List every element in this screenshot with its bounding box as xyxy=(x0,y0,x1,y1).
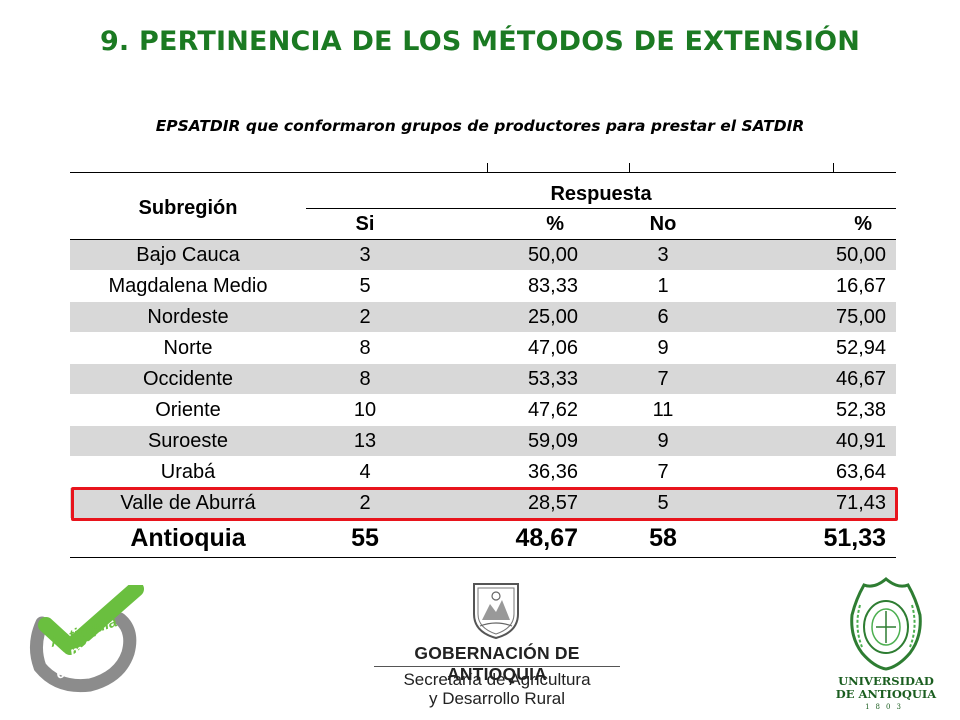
cell-pct-no: 63,64 xyxy=(738,456,897,488)
cell-subregion: Bajo Cauca xyxy=(70,239,306,271)
gobernacion-line2: y Desarrollo Rural xyxy=(428,689,566,708)
gobernacion-line1: Secretaría de Agricultura xyxy=(403,670,591,689)
cell-si: 2 xyxy=(306,487,424,519)
results-table: Subregión Respuesta Si % No % Bajo Cauca… xyxy=(70,178,897,558)
cell-pct-no: 46,67 xyxy=(738,363,897,395)
check-icon xyxy=(38,585,144,655)
cell-si: 10 xyxy=(306,394,424,426)
table-top-tick xyxy=(629,163,630,172)
total-si: 55 xyxy=(306,518,424,558)
table-row: Occidente 8 53,33 7 46,67 xyxy=(70,363,897,395)
cell-si: 4 xyxy=(306,456,424,488)
table-row: Magdalena Medio 5 83,33 1 16,67 xyxy=(70,270,897,302)
gobernacion-title: GOBERNACIÓN DE ANTIOQUIA xyxy=(414,643,580,684)
table-row: Suroeste 13 59,09 9 40,91 xyxy=(70,425,897,457)
total-no: 58 xyxy=(588,518,738,558)
cell-si: 8 xyxy=(306,363,424,395)
coat-of-arms-icon xyxy=(473,583,519,640)
header-no: No xyxy=(588,208,738,240)
total-name: Antioquia xyxy=(70,518,306,558)
cell-pct-si: 59,09 xyxy=(424,425,588,457)
table-top-rule xyxy=(70,172,896,173)
table-row-highlighted: Valle de Aburrá 2 28,57 5 71,43 xyxy=(70,487,897,519)
cell-pct-si: 47,62 xyxy=(424,394,588,426)
cell-no: 9 xyxy=(588,425,738,457)
table-row: Urabá 4 36,36 7 63,64 xyxy=(70,456,897,488)
cell-pct-no: 52,94 xyxy=(738,332,897,364)
cell-pct-si: 25,00 xyxy=(424,301,588,333)
cell-si: 13 xyxy=(306,425,424,457)
cell-pct-no: 50,00 xyxy=(738,239,897,271)
universidad-line1: UNIVERSIDAD xyxy=(838,674,934,688)
gobernacion-logo: GOBERNACIÓN DE ANTIOQUIA Secretaría de A… xyxy=(372,578,622,708)
cell-no: 6 xyxy=(588,301,738,333)
universidad-logo: UNIVERSIDAD DE ANTIOQUIA 1803 xyxy=(830,575,942,715)
table-top-tick xyxy=(833,163,834,172)
cell-pct-si: 36,36 xyxy=(424,456,588,488)
antioquia-educada-logo: Antioquia la más educada xyxy=(30,585,144,693)
cell-si: 2 xyxy=(306,301,424,333)
cell-subregion: Valle de Aburrá xyxy=(70,487,306,519)
cell-pct-si: 28,57 xyxy=(424,487,588,519)
cell-pct-no: 40,91 xyxy=(738,425,897,457)
cell-no: 11 xyxy=(588,394,738,426)
table-row: Nordeste 2 25,00 6 75,00 xyxy=(70,301,897,333)
cell-subregion: Magdalena Medio xyxy=(70,270,306,302)
cell-si: 8 xyxy=(306,332,424,364)
cell-si: 5 xyxy=(306,270,424,302)
cell-pct-si: 83,33 xyxy=(424,270,588,302)
cell-subregion: Urabá xyxy=(70,456,306,488)
cell-subregion: Nordeste xyxy=(70,301,306,333)
slide-subtitle: EPSATDIR que conformaron grupos de produ… xyxy=(155,117,805,135)
cell-pct-no: 71,43 xyxy=(738,487,897,519)
header-pct-no: % xyxy=(738,208,897,240)
gobernacion-rule xyxy=(374,666,620,667)
cell-subregion: Suroeste xyxy=(70,425,306,457)
cell-subregion: Oriente xyxy=(70,394,306,426)
cell-no: 1 xyxy=(588,270,738,302)
header-si: Si xyxy=(306,208,424,240)
cell-subregion: Norte xyxy=(70,332,306,364)
cell-subregion: Occidente xyxy=(70,363,306,395)
slide-title: 9. PERTINENCIA DE LOS MÉTODOS DE EXTENSI… xyxy=(99,26,861,57)
cell-no: 9 xyxy=(588,332,738,364)
header-subregion: Subregión xyxy=(70,178,306,240)
total-pct-si: 48,67 xyxy=(424,518,588,558)
total-pct-no: 51,33 xyxy=(738,518,897,558)
cell-no: 7 xyxy=(588,456,738,488)
cell-pct-si: 53,33 xyxy=(424,363,588,395)
cell-no: 7 xyxy=(588,363,738,395)
header-pct-si: % xyxy=(424,208,588,240)
highlight-box xyxy=(71,487,898,521)
cell-no: 5 xyxy=(588,487,738,519)
universidad-year: 1803 xyxy=(865,703,907,711)
cell-pct-no: 52,38 xyxy=(738,394,897,426)
cell-pct-si: 47,06 xyxy=(424,332,588,364)
table-row: Bajo Cauca 3 50,00 3 50,00 xyxy=(70,239,897,271)
header-respuesta: Respuesta xyxy=(306,178,897,209)
university-seal-icon xyxy=(850,577,922,671)
table-row: Oriente 10 47,62 11 52,38 xyxy=(70,394,897,426)
table-row: Norte 8 47,06 9 52,94 xyxy=(70,332,897,364)
universidad-line2: DE ANTIOQUIA xyxy=(835,687,937,701)
table-total-row: Antioquia 55 48,67 58 51,33 xyxy=(70,518,897,558)
cell-no: 3 xyxy=(588,239,738,271)
cell-si: 3 xyxy=(306,239,424,271)
table-top-tick xyxy=(487,163,488,172)
cell-pct-si: 50,00 xyxy=(424,239,588,271)
cell-pct-no: 16,67 xyxy=(738,270,897,302)
cell-pct-no: 75,00 xyxy=(738,301,897,333)
